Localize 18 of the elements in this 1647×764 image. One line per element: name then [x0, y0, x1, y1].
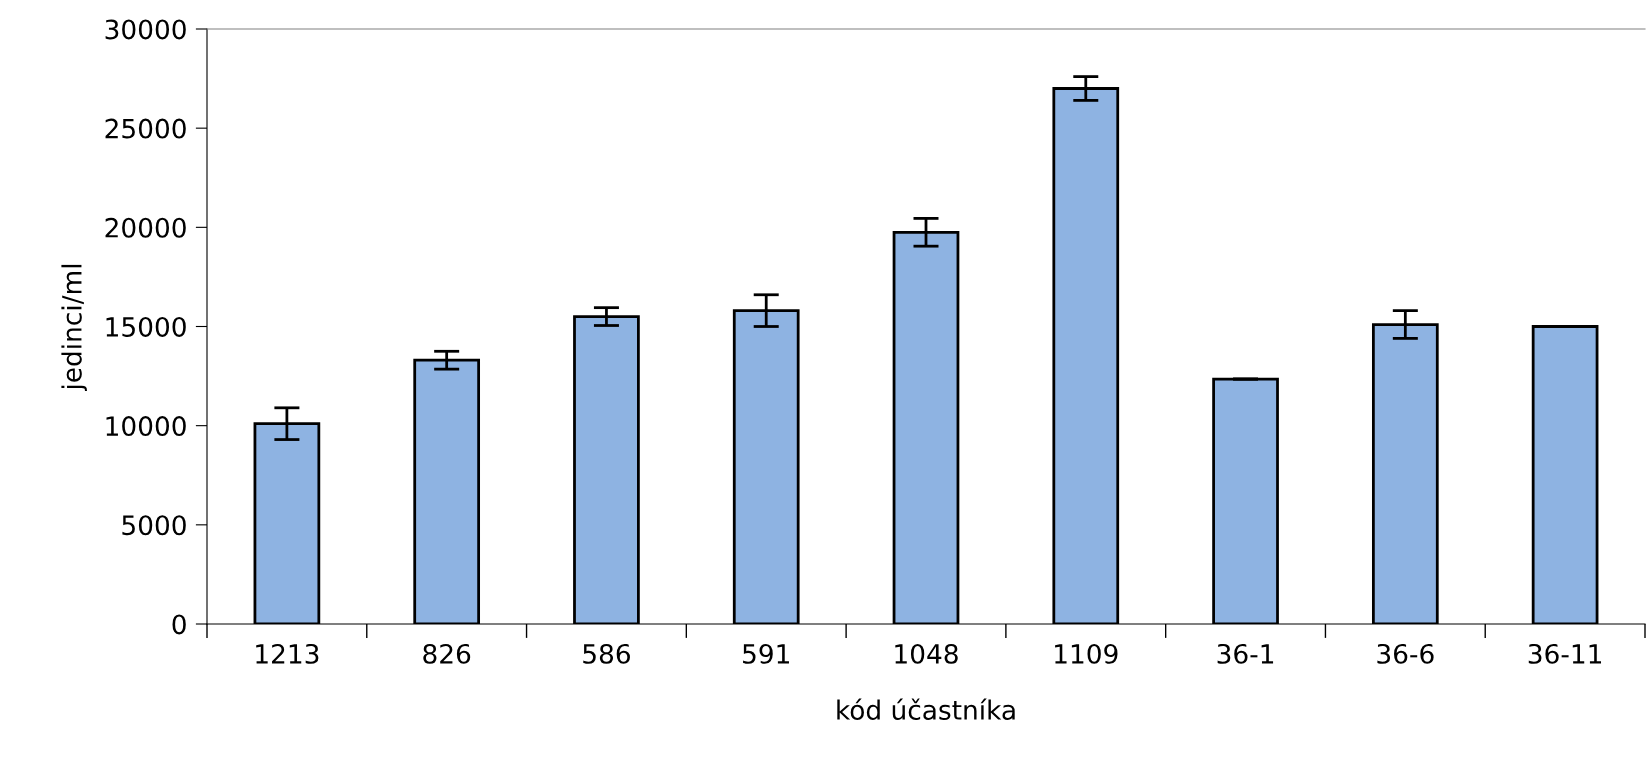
x-tick-label: 36-6 [1377, 643, 1434, 664]
x-tick-label: 1109 [1055, 643, 1118, 664]
y-axis-title: jedinci/ml [61, 264, 87, 392]
y-tick-label: 0 [172, 614, 186, 635]
x-tick-label: 36-1 [1217, 643, 1274, 664]
x-tick-label: 36-11 [1528, 643, 1602, 664]
x-axis-title: kód účastníka [837, 698, 1015, 720]
y-tick-label: 15000 [106, 316, 186, 337]
y-tick-label: 20000 [105, 217, 186, 238]
y-tick-label: 10000 [106, 416, 186, 437]
y-tick-label: 25000 [105, 118, 186, 139]
y-tick-label: 5000 [122, 515, 186, 536]
x-tick-label: 591 [743, 643, 789, 664]
x-tick-label: 586 [583, 643, 630, 664]
y-tick-label: 30000 [105, 19, 186, 40]
x-tick-label: 1213 [256, 643, 319, 664]
x-tick-label: 826 [423, 643, 471, 664]
x-tick-label: 1048 [895, 643, 958, 664]
